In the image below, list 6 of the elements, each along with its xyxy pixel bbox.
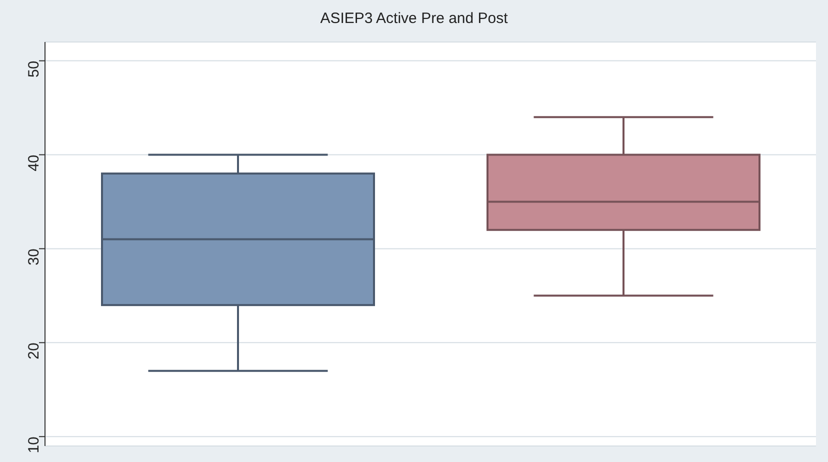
- y-tick-label: 50: [25, 60, 42, 78]
- y-tick-label: 20: [25, 342, 42, 360]
- y-tick-label: 10: [25, 436, 42, 454]
- y-tick-label: 30: [25, 248, 42, 266]
- y-tick-label: 40: [25, 154, 42, 172]
- chart-title: ASIEP3 Active Pre and Post: [319, 9, 509, 29]
